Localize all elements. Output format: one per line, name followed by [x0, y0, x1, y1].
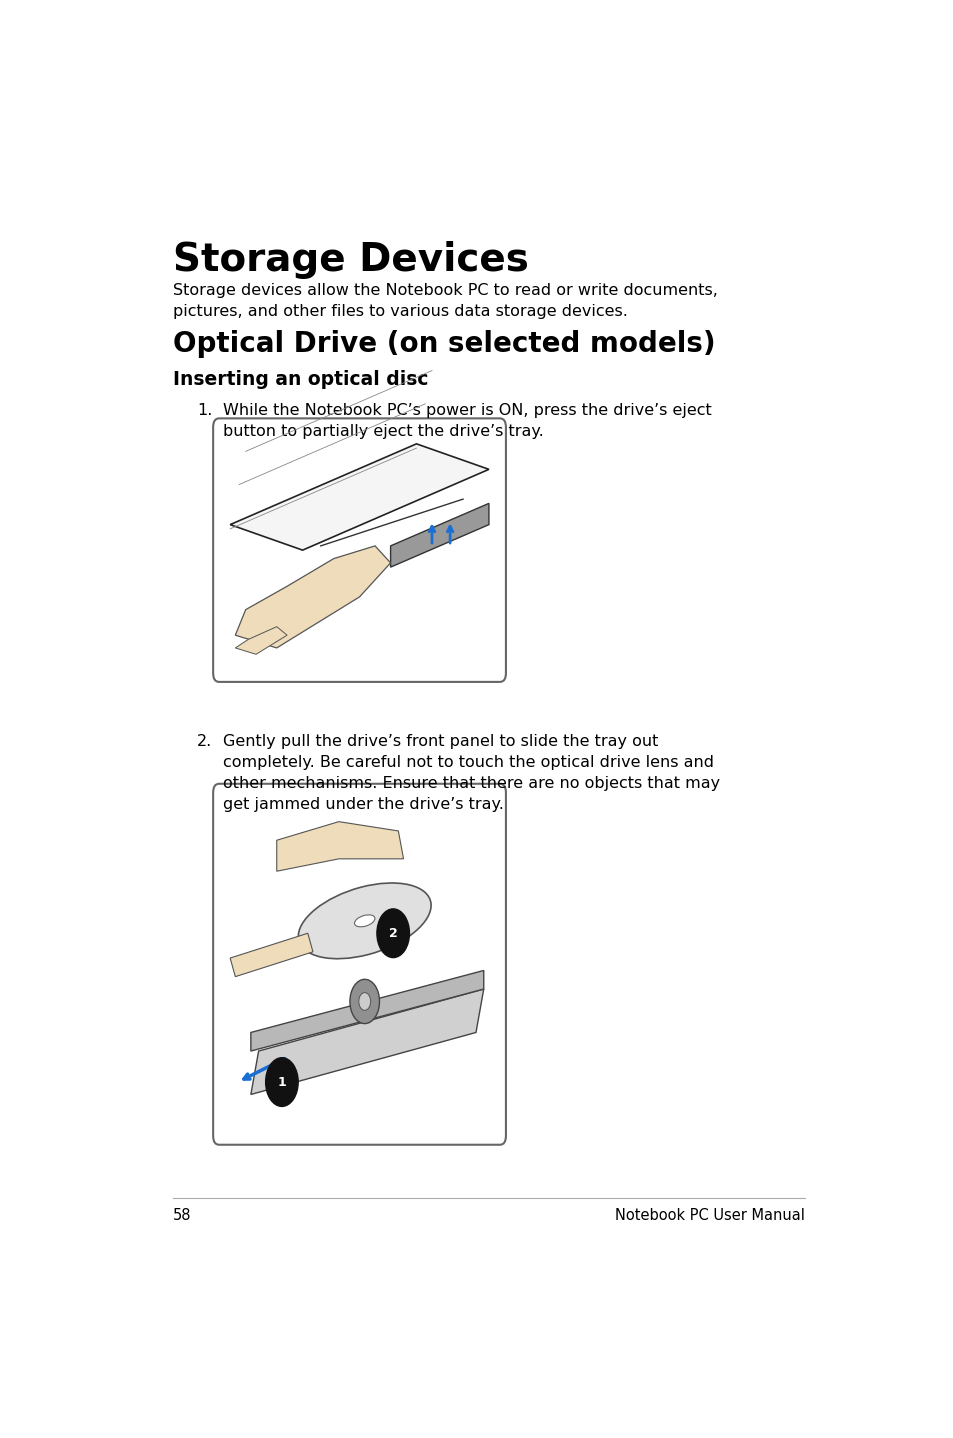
Text: 58: 58	[173, 1208, 192, 1222]
Polygon shape	[390, 503, 488, 567]
Text: Inserting an optical disc: Inserting an optical disc	[173, 370, 428, 388]
Circle shape	[265, 1058, 298, 1106]
Text: Gently pull the drive’s front panel to slide the tray out
completely. Be careful: Gently pull the drive’s front panel to s…	[222, 733, 720, 812]
Ellipse shape	[298, 883, 431, 959]
Text: Notebook PC User Manual: Notebook PC User Manual	[614, 1208, 803, 1222]
Text: 2.: 2.	[196, 733, 212, 749]
Polygon shape	[235, 546, 390, 649]
FancyBboxPatch shape	[213, 784, 505, 1145]
Text: 2: 2	[389, 926, 397, 940]
Polygon shape	[276, 821, 403, 871]
Polygon shape	[251, 971, 483, 1051]
Text: Storage Devices: Storage Devices	[173, 242, 529, 279]
Text: 1.: 1.	[196, 403, 212, 418]
Polygon shape	[235, 627, 287, 654]
Polygon shape	[230, 933, 313, 976]
Text: Storage devices allow the Notebook PC to read or write documents,
pictures, and : Storage devices allow the Notebook PC to…	[173, 283, 718, 319]
Polygon shape	[230, 444, 488, 551]
Circle shape	[350, 979, 379, 1024]
Ellipse shape	[355, 915, 375, 928]
Circle shape	[358, 992, 370, 1011]
Circle shape	[376, 909, 409, 958]
FancyBboxPatch shape	[213, 418, 505, 682]
Text: While the Notebook PC’s power is ON, press the drive’s eject
button to partially: While the Notebook PC’s power is ON, pre…	[222, 403, 711, 439]
Polygon shape	[251, 989, 483, 1094]
Text: 1: 1	[277, 1076, 286, 1089]
Text: Optical Drive (on selected models): Optical Drive (on selected models)	[173, 329, 715, 358]
